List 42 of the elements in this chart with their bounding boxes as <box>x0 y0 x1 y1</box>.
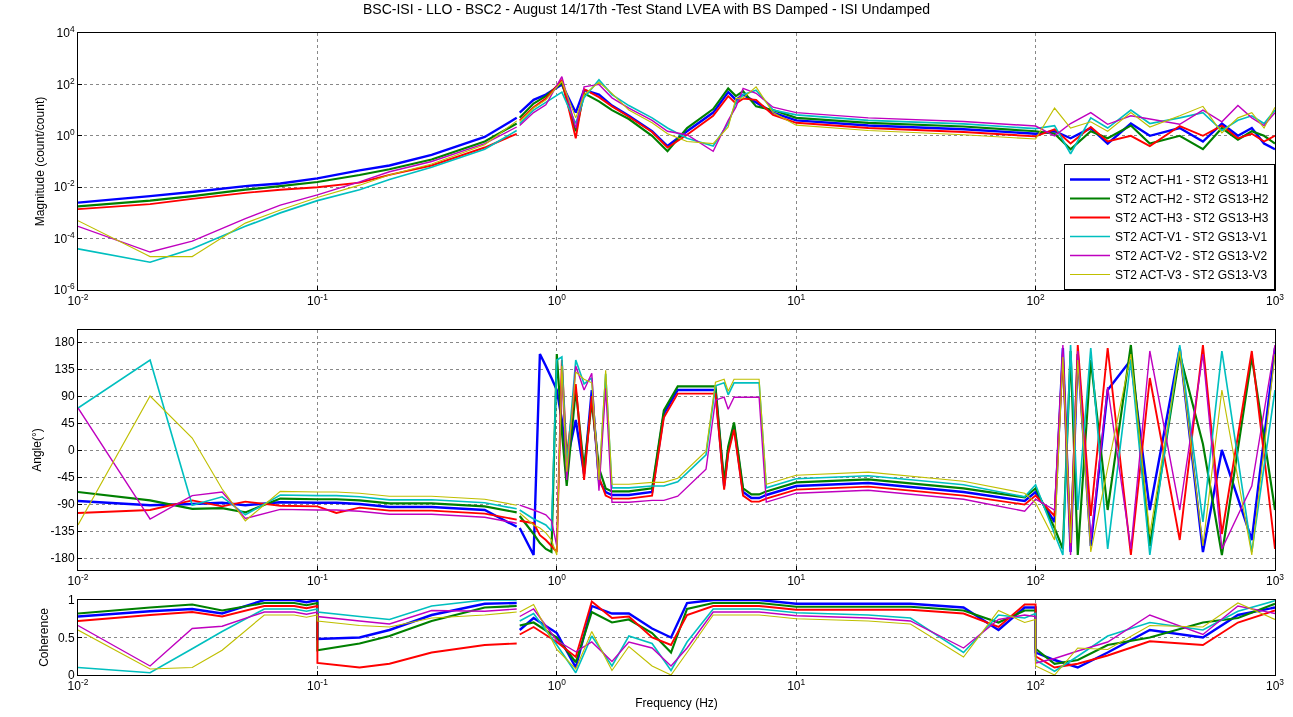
y-tick-label: 10$^{0}$ <box>56 126 75 143</box>
y-tick-label: 0.5 <box>57 630 75 645</box>
y-tick-label: 1 <box>67 593 75 608</box>
x-tick-label: 10$^{2}$ <box>1026 572 1045 589</box>
legend-label: ST2 ACT-V1 - ST2 GS13-V1 <box>1115 230 1268 245</box>
y-tick-label: 0 <box>67 443 75 458</box>
y-tick-label: 10$^{2}$ <box>56 75 75 92</box>
x-tick-label: 10$^{0}$ <box>547 292 567 309</box>
legend-label: ST2 ACT-H2 - ST2 GS13-H2 <box>1115 192 1269 207</box>
y-axis-title: Coherence <box>37 607 52 667</box>
legend-label: ST2 ACT-H1 - ST2 GS13-H1 <box>1115 173 1269 188</box>
y-tick-label: -135 <box>50 524 75 539</box>
y-tick-label: -180 <box>50 551 75 566</box>
x-tick-label: 10$^{-1}$ <box>306 292 329 309</box>
legend-label: ST2 ACT-V2 - ST2 GS13-V2 <box>1115 249 1268 264</box>
x-tick-label: 10$^{2}$ <box>1026 292 1045 309</box>
y-tick-label: 135 <box>54 362 75 377</box>
x-tick-label: 10$^{3}$ <box>1265 292 1285 309</box>
y-tick-label: 10$^{-4}$ <box>53 229 75 246</box>
chart-title: BSC-ISI - LLO - BSC2 - August 14/17th -Test Stand LVEA with BS Damped - ISI Undamped <box>362 1 931 18</box>
x-tick-label: 10$^{-1}$ <box>306 572 329 589</box>
x-tick-label: 10$^{3}$ <box>1265 572 1285 589</box>
y-tick-label: 10$^{4}$ <box>56 24 75 41</box>
x-tick-label: 10$^{0}$ <box>547 572 567 589</box>
x-tick-label: 10$^{3}$ <box>1265 677 1285 694</box>
y-tick-label: -45 <box>57 470 75 485</box>
x-axis-title: Frequency (Hz) <box>635 696 718 711</box>
x-tick-label: 10$^{1}$ <box>787 572 806 589</box>
y-tick-label: -90 <box>57 497 75 512</box>
y-tick-label: 180 <box>54 335 75 350</box>
y-tick-label: 10$^{-2}$ <box>53 178 75 195</box>
x-tick-label: 10$^{-1}$ <box>306 677 329 694</box>
legend-label: ST2 ACT-H3 - ST2 GS13-H3 <box>1115 211 1269 226</box>
x-tick-label: 10$^{2}$ <box>1026 677 1045 694</box>
y-axis-title: Magnitude (count/count) <box>33 96 48 227</box>
x-tick-label: 10$^{1}$ <box>787 292 806 309</box>
y-tick-label: 90 <box>61 389 75 404</box>
x-tick-label: 10$^{1}$ <box>787 677 806 694</box>
y-axis-title: Angle(°) <box>29 428 44 472</box>
y-tick-label: 45 <box>61 416 75 431</box>
x-tick-label: 10$^{0}$ <box>547 677 567 694</box>
legend-label: ST2 ACT-V3 - ST2 GS13-V3 <box>1115 268 1268 283</box>
